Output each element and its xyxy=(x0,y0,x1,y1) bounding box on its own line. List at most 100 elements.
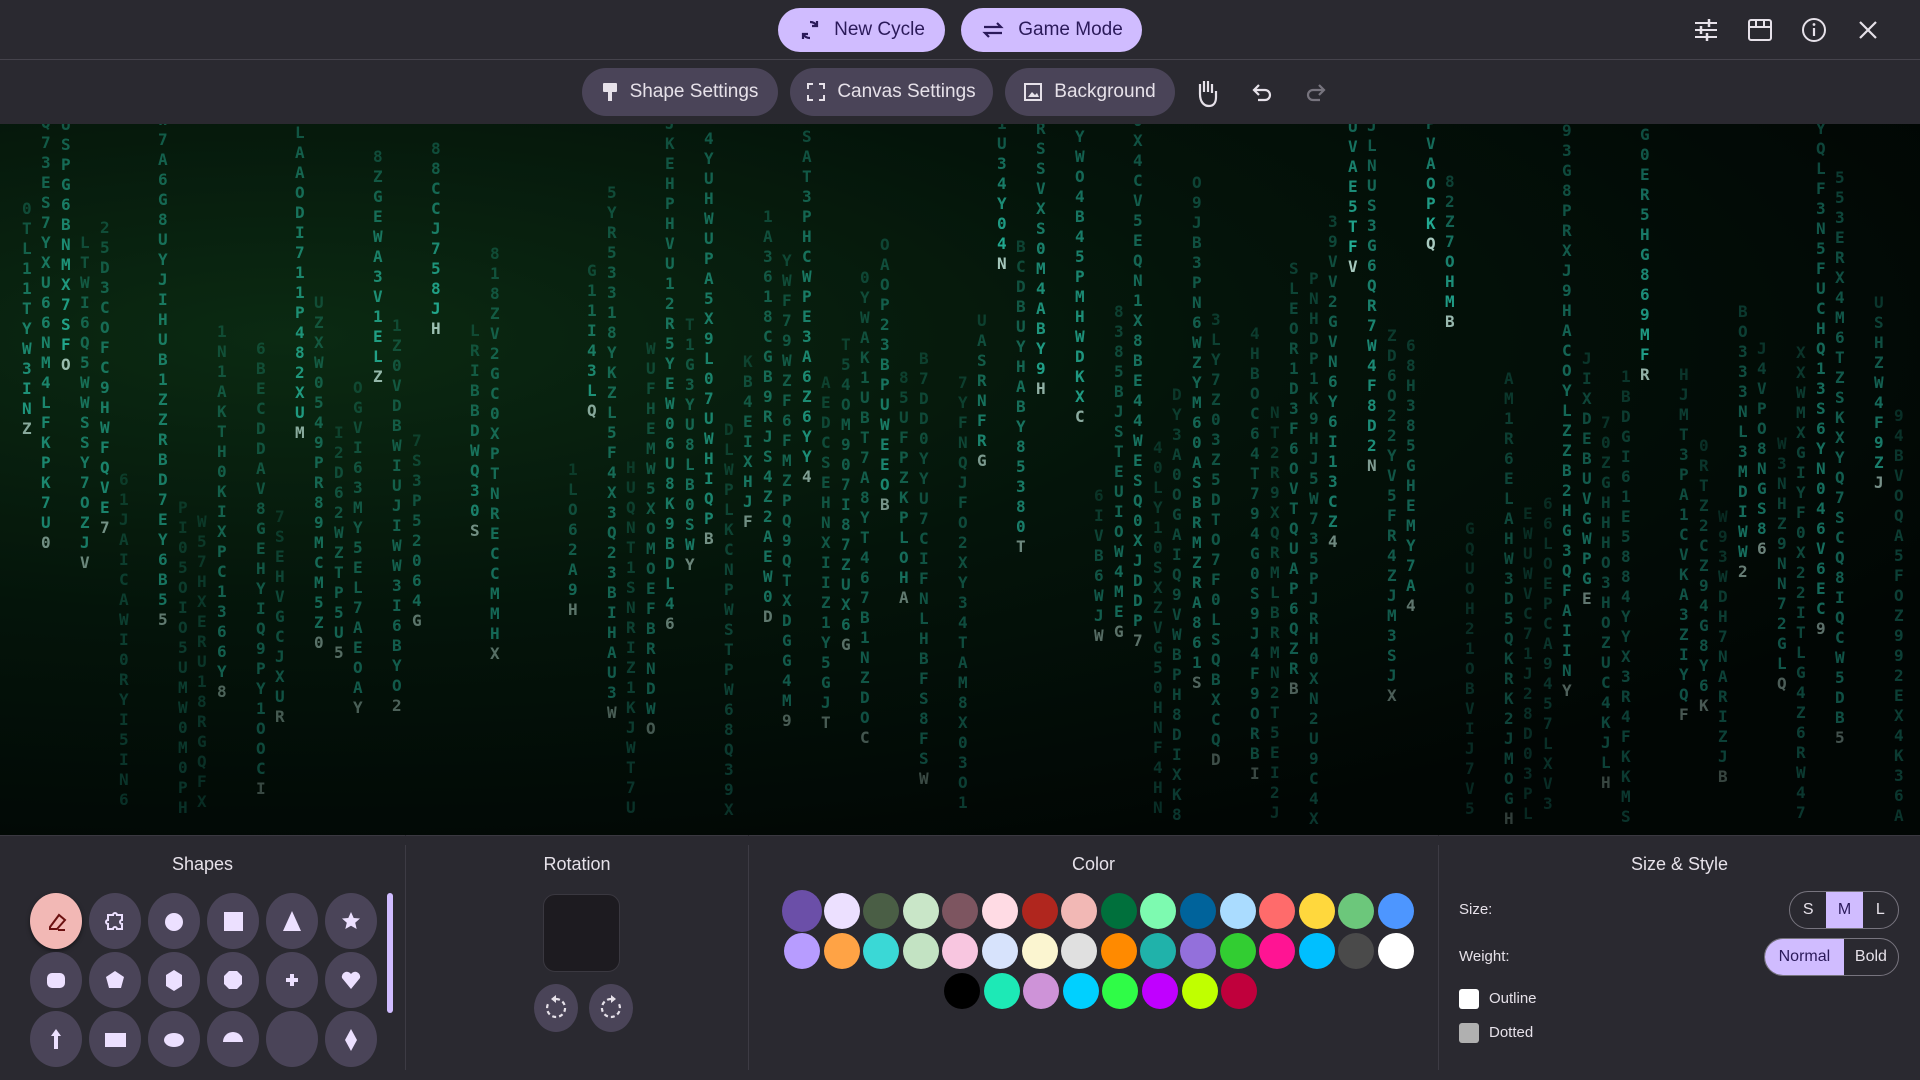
svg-text:A: A xyxy=(1504,509,1514,528)
size-s[interactable]: S xyxy=(1802,901,1814,918)
shape-cross-button[interactable] xyxy=(266,952,318,1008)
color-swatch[interactable] xyxy=(1102,973,1139,1009)
canvas-settings-button[interactable]: Canvas Settings xyxy=(790,68,993,116)
svg-text:C: C xyxy=(1016,257,1026,276)
close-icon[interactable] xyxy=(1852,14,1884,46)
shape-octagon-button[interactable] xyxy=(207,952,259,1008)
background-button[interactable]: Background xyxy=(1005,68,1175,116)
svg-text:6: 6 xyxy=(1835,328,1845,347)
svg-text:M: M xyxy=(646,539,656,558)
color-swatch[interactable] xyxy=(942,933,979,969)
color-swatch[interactable] xyxy=(1221,973,1258,1009)
color-swatch[interactable] xyxy=(1219,893,1256,929)
shape-arrow-up-button[interactable] xyxy=(30,1011,82,1067)
game-mode-button[interactable]: Game Mode xyxy=(961,8,1142,52)
color-swatch[interactable] xyxy=(902,933,939,969)
size-l[interactable]: L xyxy=(1875,901,1885,918)
svg-text:6: 6 xyxy=(256,339,266,358)
color-swatch[interactable] xyxy=(1259,933,1296,969)
new-cycle-button[interactable]: New Cycle xyxy=(778,8,945,52)
svg-text:0: 0 xyxy=(1211,410,1221,429)
shape-heart-button[interactable] xyxy=(325,952,377,1008)
color-swatch[interactable] xyxy=(1100,933,1137,969)
svg-text:R: R xyxy=(977,431,987,450)
color-swatch[interactable] xyxy=(1259,893,1296,929)
svg-text:Z: Z xyxy=(1699,556,1709,575)
shape-eraser-button[interactable] xyxy=(30,893,82,949)
color-swatch[interactable] xyxy=(784,933,820,969)
info-icon[interactable] xyxy=(1798,14,1830,46)
color-swatch[interactable] xyxy=(1140,893,1177,929)
svg-text:7: 7 xyxy=(1796,803,1806,822)
color-swatch[interactable] xyxy=(1338,893,1375,929)
shape-ellipse-button[interactable] xyxy=(148,1011,200,1067)
color-swatch[interactable] xyxy=(1298,933,1335,969)
color-swatch[interactable] xyxy=(1021,893,1058,929)
color-swatch[interactable] xyxy=(1181,973,1218,1009)
outline-checkbox[interactable] xyxy=(1459,989,1479,1009)
shape-puzzle-button[interactable] xyxy=(89,893,141,949)
rotate-right-button[interactable] xyxy=(589,984,633,1032)
shape-hexagon-button[interactable] xyxy=(148,952,200,1008)
color-swatch[interactable] xyxy=(1180,893,1216,929)
weight-bold[interactable]: Bold xyxy=(1854,948,1887,965)
drawing-canvas[interactable]: 0TL11TYW3INZQ73ES7YXU66NM4LFKPK7U0USPG6B… xyxy=(0,124,1920,835)
shape-rectangle-button[interactable] xyxy=(89,1011,141,1067)
svg-text:G: G xyxy=(1328,312,1338,331)
svg-text:V: V xyxy=(1679,545,1689,564)
color-swatch[interactable] xyxy=(944,973,980,1009)
hand-icon[interactable] xyxy=(1191,77,1223,109)
color-swatch[interactable] xyxy=(942,893,979,929)
shape-settings-button[interactable]: Shape Settings xyxy=(582,68,778,116)
size-m[interactable]: M xyxy=(1826,892,1863,928)
svg-text:5: 5 xyxy=(665,334,675,353)
color-swatch[interactable] xyxy=(1100,893,1137,929)
sliders-icon[interactable] xyxy=(1690,14,1722,46)
shape-rounded-rect-button[interactable] xyxy=(30,952,82,1008)
color-swatch[interactable] xyxy=(983,973,1020,1009)
shape-crescent-button[interactable] xyxy=(266,1011,318,1067)
color-swatch[interactable] xyxy=(823,933,860,969)
weight-normal[interactable]: Normal xyxy=(1765,939,1844,975)
color-swatch[interactable] xyxy=(1062,973,1099,1009)
rotate-left-button[interactable] xyxy=(534,984,578,1032)
color-swatch[interactable] xyxy=(1180,933,1216,969)
color-swatch[interactable] xyxy=(1061,893,1098,929)
color-swatch[interactable] xyxy=(823,893,860,929)
shape-diamond-button[interactable] xyxy=(325,1011,377,1067)
svg-text:E: E xyxy=(373,207,383,226)
color-swatch[interactable] xyxy=(1140,933,1177,969)
color-swatch[interactable] xyxy=(1023,973,1060,1009)
store-icon[interactable] xyxy=(1744,14,1776,46)
svg-text:3: 3 xyxy=(1738,442,1748,461)
color-swatch[interactable] xyxy=(1378,933,1414,969)
color-swatch[interactable] xyxy=(982,893,1018,929)
shape-pentagon-button[interactable] xyxy=(89,952,141,1008)
shape-triangle-button[interactable] xyxy=(266,893,318,949)
dotted-checkbox[interactable] xyxy=(1459,1023,1479,1043)
color-swatch[interactable] xyxy=(782,890,822,932)
shapes-scrollbar[interactable] xyxy=(387,893,393,1013)
shape-star-button[interactable] xyxy=(325,893,377,949)
color-swatch[interactable] xyxy=(1298,893,1335,929)
shape-circle-button[interactable] xyxy=(148,893,200,949)
undo-icon[interactable] xyxy=(1246,77,1278,109)
shape-semicircle-button[interactable] xyxy=(207,1011,259,1067)
svg-text:B: B xyxy=(1016,237,1026,256)
color-swatch[interactable] xyxy=(1219,933,1256,969)
color-swatch[interactable] xyxy=(863,893,900,929)
svg-text:F: F xyxy=(1211,570,1221,589)
color-swatch[interactable] xyxy=(1021,933,1058,969)
color-swatch[interactable] xyxy=(982,933,1018,969)
color-swatch[interactable] xyxy=(1061,933,1098,969)
svg-text:Q: Q xyxy=(1426,234,1436,253)
redo-icon[interactable] xyxy=(1300,77,1332,109)
color-swatch[interactable] xyxy=(1142,973,1178,1009)
svg-text:Q: Q xyxy=(626,498,636,517)
color-swatch[interactable] xyxy=(1378,893,1414,929)
color-swatch[interactable] xyxy=(902,893,939,929)
color-swatch[interactable] xyxy=(1338,933,1375,969)
color-swatch[interactable] xyxy=(863,933,900,969)
shape-square-button[interactable] xyxy=(207,893,259,949)
svg-text:6: 6 xyxy=(1621,467,1631,486)
